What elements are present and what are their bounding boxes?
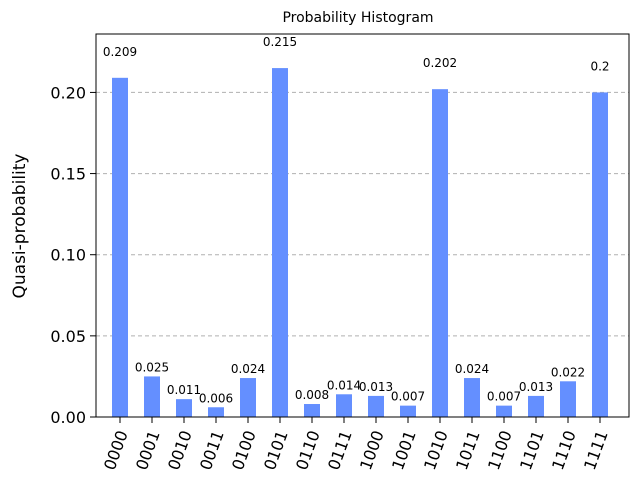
y-ticks-layer: 0.00 0.05 0.10 0.15 0.20 — [50, 83, 96, 427]
y-tick-label: 0.20 — [50, 83, 86, 102]
bar — [560, 381, 576, 417]
bar-value-label: 0.2 — [590, 59, 609, 73]
bar-value-label: 0.025 — [135, 360, 169, 374]
bar-value-label: 0.013 — [519, 380, 553, 394]
bar — [304, 404, 320, 417]
x-tick-label: 1000 — [356, 428, 388, 473]
value-labels-layer: 0.209 0.025 0.0110.006 0.024 0.215 0.0080.014… — [103, 35, 610, 405]
bar-value-label: 0.006 — [199, 391, 233, 405]
x-tick-label: 0101 — [260, 428, 292, 473]
x-tick-label: 1101 — [516, 428, 548, 473]
x-tick-label: 0100 — [228, 428, 260, 473]
bar-value-label: 0.014 — [327, 378, 361, 392]
x-tick-label: 0010 — [164, 428, 196, 473]
grid-layer — [96, 91, 629, 337]
bar-value-label: 0.215 — [263, 35, 297, 49]
y-tick-label: 0.05 — [50, 327, 86, 346]
bar — [176, 399, 192, 417]
bar — [496, 405, 512, 417]
chart-title: Probability Histogram — [282, 10, 433, 26]
bar-value-label: 0.011 — [167, 383, 201, 397]
x-tick-label: 1011 — [452, 428, 484, 473]
x-tick-label: 0000 — [100, 428, 132, 473]
bar — [528, 395, 544, 417]
bar-value-label: 0.007 — [391, 390, 425, 404]
bar-value-label: 0.022 — [551, 365, 585, 379]
bar — [208, 407, 224, 417]
bar-value-label: 0.013 — [359, 380, 393, 394]
y-axis-label: Quasi-probability — [10, 154, 30, 299]
x-tick-label: 1100 — [484, 428, 516, 473]
bar — [336, 394, 352, 417]
plot-frame — [95, 33, 630, 418]
bar — [400, 405, 416, 417]
bar — [112, 77, 128, 417]
x-tick-label: 0001 — [132, 428, 164, 473]
bar — [144, 376, 160, 417]
x-tick-label: 1110 — [548, 428, 580, 473]
bar-value-label: 0.008 — [295, 388, 329, 402]
x-tick-label: 0011 — [196, 428, 228, 473]
x-ticks-layer: 0000 0001 0010 0011 0100 0101 0110 0111 1000 1001… — [100, 417, 612, 473]
x-tick-label: 0111 — [324, 428, 356, 473]
bar — [592, 92, 608, 417]
bar-value-label: 0.202 — [423, 56, 457, 70]
bar — [432, 89, 448, 417]
x-tick-label: 1010 — [420, 428, 452, 473]
bar-value-label: 0.209 — [103, 45, 137, 59]
y-tick-label: 0.10 — [50, 246, 86, 265]
bar-value-label: 0.024 — [231, 362, 265, 376]
y-tick-label: 0.00 — [50, 408, 86, 427]
bar — [240, 378, 256, 417]
x-tick-label: 0110 — [292, 428, 324, 473]
x-tick-label: 1001 — [388, 428, 420, 473]
bar — [464, 378, 480, 417]
x-tick-label: 1111 — [580, 428, 612, 473]
bar-value-label: 0.007 — [487, 390, 521, 404]
bar — [272, 68, 288, 417]
y-tick-label: 0.15 — [50, 165, 86, 184]
bar — [368, 395, 384, 417]
bars-layer — [112, 68, 608, 417]
bar-value-label: 0.024 — [455, 362, 489, 376]
